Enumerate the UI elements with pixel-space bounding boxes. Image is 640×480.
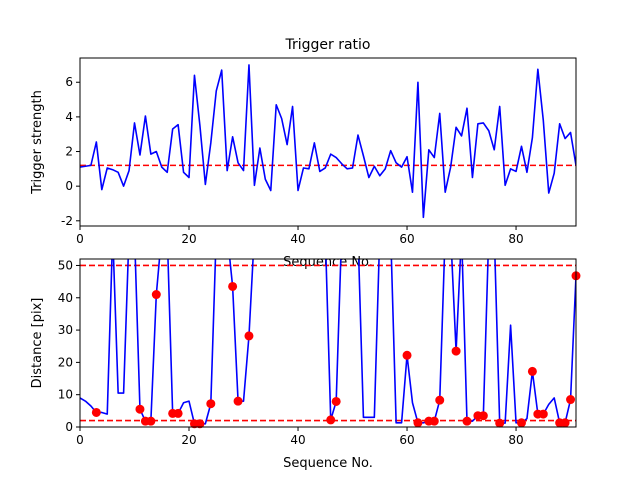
top-chart-x-tick-label: 60	[399, 232, 414, 246]
top-chart-y-ticks: -2 0 2 4 6	[61, 75, 80, 228]
bottom-chart-data-marker	[538, 409, 548, 419]
bottom-chart-series	[80, 259, 576, 425]
bottom-chart-data-marker	[495, 418, 505, 428]
bottom-chart-markers	[91, 271, 581, 429]
bottom-chart-series-line	[80, 259, 576, 425]
bottom-chart-panel: 0 20 40 60 80 0 10 20 30 40 50 Sequence No. Dista…	[30, 258, 581, 471]
bottom-chart-x-tick-label: 80	[508, 433, 523, 447]
bottom-chart-data-marker	[228, 281, 238, 291]
top-chart-y-tick-label: -2	[61, 214, 73, 228]
bottom-chart-x-ticks: 0 20 40 60 80	[76, 427, 524, 447]
bottom-chart-x-tick-label: 60	[399, 433, 414, 447]
bottom-chart-y-label: Distance [pix]	[30, 298, 45, 389]
bottom-chart-data-marker	[560, 418, 570, 428]
bottom-chart-x-tick-label: 0	[76, 433, 84, 447]
bottom-chart-y-tick-label: 50	[58, 258, 73, 272]
bottom-chart-y-ticks: 0 10 20 30 40 50	[58, 258, 80, 434]
top-chart-x-tick-label: 40	[290, 232, 305, 246]
bottom-chart-y-tick-label: 0	[65, 420, 73, 434]
bottom-chart-x-tick-label: 20	[181, 433, 196, 447]
bottom-chart-y-tick-label: 40	[58, 291, 73, 305]
top-chart-x-ticks: 0 20 40 60 80	[76, 226, 524, 246]
top-chart-frame	[79, 57, 577, 227]
bottom-chart-data-marker	[326, 415, 336, 425]
bottom-chart-data-marker	[331, 396, 341, 406]
bottom-chart-data-marker	[413, 418, 423, 428]
bottom-chart-data-marker	[91, 407, 101, 417]
top-chart-y-label: Trigger strength	[30, 90, 45, 195]
bottom-chart-data-marker	[206, 399, 216, 409]
bottom-chart-y-tick-label: 30	[58, 323, 73, 337]
bottom-chart-data-marker	[244, 331, 254, 341]
top-chart-series	[80, 64, 576, 219]
bottom-chart-y-tick-label: 10	[58, 388, 73, 402]
bottom-chart-data-marker	[135, 404, 145, 414]
top-chart-y-tick-label: 4	[65, 110, 73, 124]
top-chart-y-tick-label: 6	[65, 75, 73, 89]
bottom-chart-data-marker	[173, 408, 183, 418]
bottom-chart-data-marker	[435, 395, 445, 405]
bottom-chart-data-marker	[566, 395, 576, 405]
top-chart-x-tick-label: 80	[508, 232, 523, 246]
top-chart-title: Trigger ratio	[284, 37, 370, 53]
bottom-chart-data-marker	[527, 366, 537, 376]
top-chart-y-tick-label: 2	[65, 145, 73, 159]
bottom-chart-x-label: Sequence No.	[283, 456, 373, 471]
top-chart-series-line	[80, 64, 576, 219]
bottom-chart-data-marker	[151, 290, 161, 300]
top-chart-y-tick-label: 0	[65, 179, 73, 193]
bottom-chart-data-marker	[146, 416, 156, 426]
bottom-chart-data-marker	[402, 350, 412, 360]
bottom-chart-frame	[79, 258, 577, 428]
bottom-chart-data-marker	[429, 416, 439, 426]
bottom-chart-x-tick-label: 40	[290, 433, 305, 447]
bottom-chart-y-tick-label: 20	[58, 355, 73, 369]
bottom-chart-data-marker	[233, 396, 243, 406]
bottom-chart-data-marker	[451, 346, 461, 356]
bottom-chart-data-marker	[195, 419, 205, 429]
bottom-chart-data-marker	[516, 418, 526, 428]
top-chart-x-tick-label: 20	[181, 232, 196, 246]
bottom-chart-data-marker	[462, 416, 472, 426]
bottom-chart-data-marker	[478, 411, 488, 421]
top-chart-x-tick-label: 0	[76, 232, 84, 246]
